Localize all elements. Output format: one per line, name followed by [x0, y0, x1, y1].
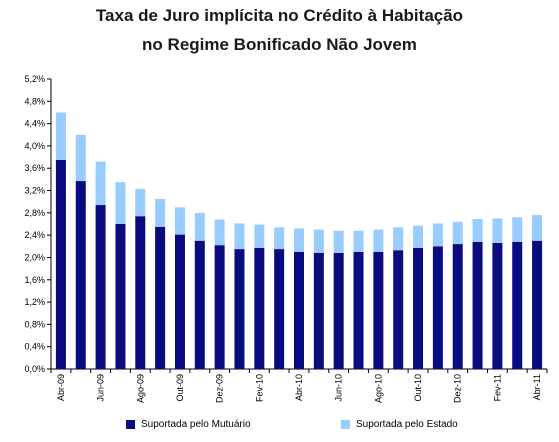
bar-mutuario — [194, 240, 205, 369]
x-tick-label: Jun-10 — [334, 374, 344, 402]
x-tick-label: Abr-10 — [294, 374, 304, 401]
bar-mutuario — [135, 216, 146, 369]
bar-estado — [294, 228, 304, 252]
bar-estado — [75, 134, 86, 182]
y-tick-label: 0,8% — [24, 319, 45, 329]
y-tick-label: 5,2% — [24, 74, 45, 84]
bar-mutuario — [313, 253, 324, 369]
y-tick-label: 2,0% — [24, 252, 45, 262]
bar-mutuario — [393, 250, 404, 369]
bar-estado — [333, 230, 344, 253]
bar-estado — [432, 223, 443, 247]
bar-estado — [55, 112, 66, 160]
x-tick-label: Fev-10 — [254, 374, 264, 402]
y-tick-label: 0,0% — [24, 364, 45, 374]
y-tick-label: 2,4% — [24, 230, 45, 240]
bar-estado — [353, 230, 364, 252]
y-tick-label: 4,4% — [24, 119, 45, 129]
x-tick-label: Dez-09 — [215, 374, 225, 403]
bar-mutuario — [214, 245, 225, 369]
bar-estado — [95, 161, 106, 206]
y-tick-label: 3,6% — [24, 163, 45, 173]
legend-label-mutuario: Suportada pelo Mutuário — [141, 419, 251, 430]
bar-estado — [532, 215, 543, 241]
bar-estado — [194, 212, 205, 241]
chart-title: Taxa de Juro implícita no Crédito à Habi… — [95, 6, 464, 25]
bar-mutuario — [294, 251, 304, 369]
bar-mutuario — [472, 241, 483, 369]
x-tick-label: Dez-10 — [453, 374, 463, 403]
y-tick-label: 4,8% — [24, 96, 45, 106]
chart-subtitle: no Regime Bonificado Não Jovem — [142, 35, 417, 54]
bar-estado — [115, 182, 126, 224]
x-tick-label: Abr-11 — [532, 374, 542, 400]
bar-estado — [472, 218, 483, 242]
bar-mutuario — [95, 205, 106, 369]
bar-estado — [393, 227, 404, 251]
legend-swatch-mutuario — [126, 420, 135, 429]
y-tick-label: 1,6% — [24, 275, 45, 285]
bar-mutuario — [254, 247, 265, 369]
x-tick-label: Out-09 — [175, 374, 185, 402]
bar-mutuario — [432, 246, 443, 369]
x-tick-label: Ago-10 — [373, 374, 383, 403]
bar-mutuario — [492, 242, 503, 369]
bar-mutuario — [353, 251, 364, 369]
bar-estado — [313, 229, 324, 253]
bar-mutuario — [174, 234, 185, 369]
bar-mutuario — [55, 159, 66, 369]
bar-mutuario — [413, 247, 424, 369]
legend-item-mutuario: Suportada pelo Mutuário — [126, 419, 251, 430]
bar-estado — [492, 218, 503, 243]
bar-estado — [214, 219, 225, 246]
legend-item-estado: Suportada pelo Estado — [341, 419, 458, 430]
bar-estado — [373, 229, 384, 252]
y-tick-label: 3,2% — [24, 186, 45, 196]
y-tick-label: 2,8% — [24, 208, 45, 218]
bar-mutuario — [532, 240, 543, 369]
bar-estado — [413, 225, 424, 248]
x-tick-label: Out-10 — [413, 374, 423, 402]
bar-mutuario — [452, 244, 463, 369]
bar-mutuario — [155, 226, 166, 369]
y-tick-label: 1,2% — [24, 297, 45, 307]
bar-mutuario — [373, 251, 384, 369]
bar-estado — [254, 224, 265, 248]
bar-estado — [155, 198, 166, 227]
bar-estado — [274, 227, 285, 250]
bar-mutuario — [333, 253, 344, 369]
x-tick-label: Jun-09 — [96, 374, 106, 402]
bar-mutuario — [115, 224, 126, 369]
bar-mutuario — [234, 249, 245, 369]
bar-estado — [234, 223, 245, 250]
bar-mutuario — [512, 241, 523, 369]
x-tick-label: Fev-11 — [492, 374, 502, 401]
bar-estado — [512, 217, 523, 242]
bar-estado — [452, 221, 463, 245]
legend-label-estado: Suportada pelo Estado — [356, 419, 458, 430]
bar-mutuario — [75, 181, 86, 369]
y-tick-label: 4,0% — [24, 141, 45, 151]
bar-mutuario — [274, 249, 285, 369]
y-tick-label: 0,4% — [24, 342, 45, 352]
x-tick-label: Ago-09 — [135, 374, 145, 403]
bar-estado — [135, 188, 146, 217]
x-tick-label: Abr-09 — [56, 374, 66, 401]
legend-swatch-estado — [341, 420, 350, 429]
bar-estado — [174, 207, 185, 235]
